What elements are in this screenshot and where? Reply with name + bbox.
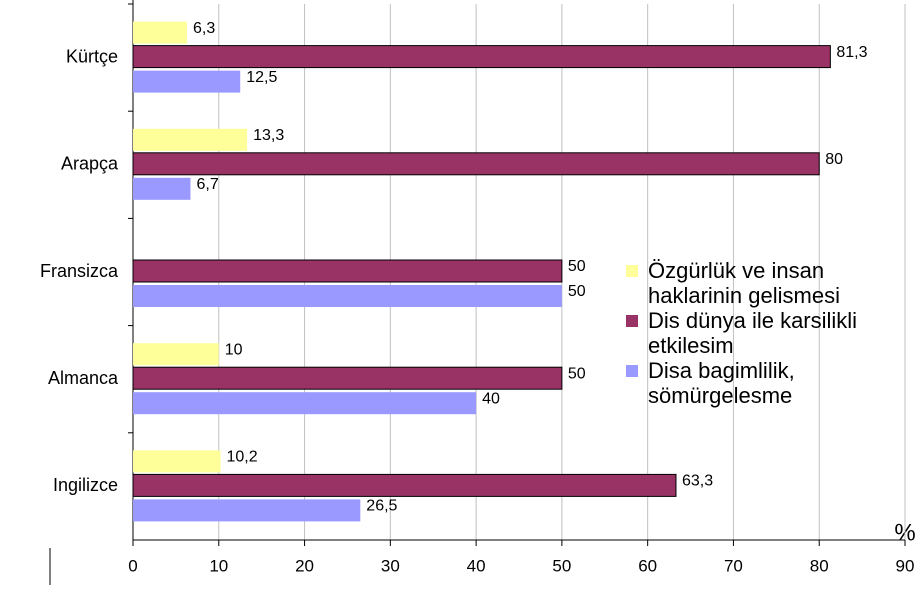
bar	[132, 152, 820, 176]
x-tick-label: 50	[552, 556, 571, 575]
x-tick-label: 80	[810, 556, 829, 575]
legend-item: Özgürlük ve insan haklarinin gelismesi	[622, 258, 912, 308]
bar	[133, 450, 221, 473]
value-label: 6,7	[196, 176, 218, 193]
x-tick-label: 40	[467, 556, 486, 575]
value-label: 26,5	[366, 498, 397, 515]
value-label: 10	[225, 341, 243, 358]
x-tick-label: 90	[896, 556, 915, 575]
value-label: 63,3	[682, 473, 713, 490]
value-label: 40	[482, 390, 500, 407]
bar	[133, 177, 191, 200]
bar	[133, 128, 248, 151]
bar	[133, 21, 188, 44]
x-tick-label: 30	[381, 556, 400, 575]
legend-swatch	[626, 265, 638, 277]
y-tick-label: Almanca	[48, 368, 119, 388]
bar	[133, 70, 241, 93]
value-label: 81,3	[836, 44, 867, 61]
y-tick-label: Fransizca	[40, 261, 119, 281]
x-tick-label: 0	[128, 556, 137, 575]
x-tick-label: 70	[724, 556, 743, 575]
value-label: 13,3	[253, 127, 284, 144]
bar	[133, 392, 477, 415]
value-label: 50	[568, 365, 586, 382]
y-tick-label: Arapça	[61, 154, 119, 174]
bar	[132, 45, 831, 69]
legend-swatch	[626, 365, 638, 377]
x-tick-label: 20	[295, 556, 314, 575]
legend-item: Disa bagimlilik, sömürgelesme	[622, 358, 912, 408]
value-label: 50	[568, 258, 586, 275]
x-tick-label: 60	[638, 556, 657, 575]
bar	[133, 285, 562, 307]
value-label: 6,3	[193, 20, 215, 37]
legend-label: Dis dünya ile karsilikli etkilesim	[648, 308, 858, 358]
value-label: 50	[568, 283, 586, 300]
legend-label: Özgürlük ve insan haklarinin gelismesi	[648, 258, 840, 308]
legend-item: Dis dünya ile karsilikli etkilesim	[622, 308, 912, 358]
value-label: 12,5	[246, 69, 277, 86]
value-label: 10,2	[226, 449, 257, 466]
bar	[132, 366, 563, 390]
bar	[133, 499, 361, 522]
value-label: 80	[825, 151, 843, 168]
bar	[132, 473, 677, 497]
y-tick-label: Kürtçe	[66, 46, 118, 66]
legend-swatch	[626, 315, 638, 327]
x-tick-label: 10	[209, 556, 228, 575]
legend: Özgürlük ve insan haklarinin gelismesi Di…	[622, 258, 912, 408]
bar	[133, 343, 219, 366]
legend-label: Disa bagimlilik, sömürgelesme	[648, 358, 795, 408]
bar	[132, 259, 563, 283]
y-tick-label: Ingilizce	[53, 475, 118, 495]
